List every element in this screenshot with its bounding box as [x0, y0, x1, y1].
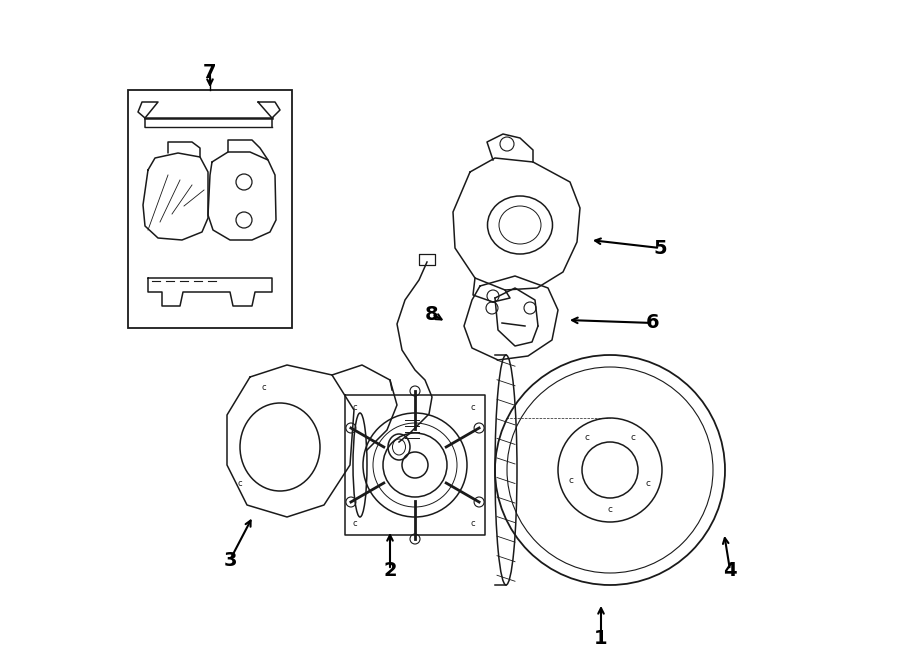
Text: c: c [608, 506, 613, 514]
Text: 8: 8 [425, 305, 439, 323]
Text: c: c [262, 383, 266, 391]
Text: 3: 3 [223, 551, 237, 570]
Text: 2: 2 [383, 561, 397, 580]
Text: 6: 6 [646, 313, 660, 332]
Text: c: c [353, 403, 357, 412]
Text: c: c [353, 518, 357, 527]
Text: 1: 1 [594, 629, 608, 648]
Text: c: c [645, 479, 650, 488]
Text: 4: 4 [724, 561, 737, 580]
Text: c: c [238, 479, 242, 488]
Text: c: c [569, 476, 574, 485]
Text: 5: 5 [653, 239, 667, 258]
Bar [128, 90, 292, 328]
Text: 7: 7 [203, 63, 217, 81]
Text: c: c [471, 518, 475, 527]
Text: c: c [471, 403, 475, 412]
Text: c: c [585, 433, 590, 442]
Text: c: c [630, 433, 635, 442]
